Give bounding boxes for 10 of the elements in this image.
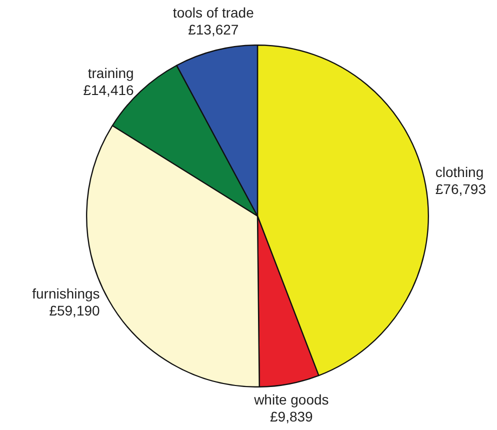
slice-label: training [88,64,134,81]
data-label: £13,627 [188,21,239,38]
slice-label: tools of trade [172,4,254,20]
data-label: £76,793 [435,180,486,197]
slice-label: clothing [435,164,484,180]
slice-label: white goods [253,392,329,408]
data-label: £14,416 [83,82,134,98]
data-label: £9,839 [270,408,314,425]
slice-label: furnishings [32,286,100,302]
data-label: £59,190 [49,302,100,319]
